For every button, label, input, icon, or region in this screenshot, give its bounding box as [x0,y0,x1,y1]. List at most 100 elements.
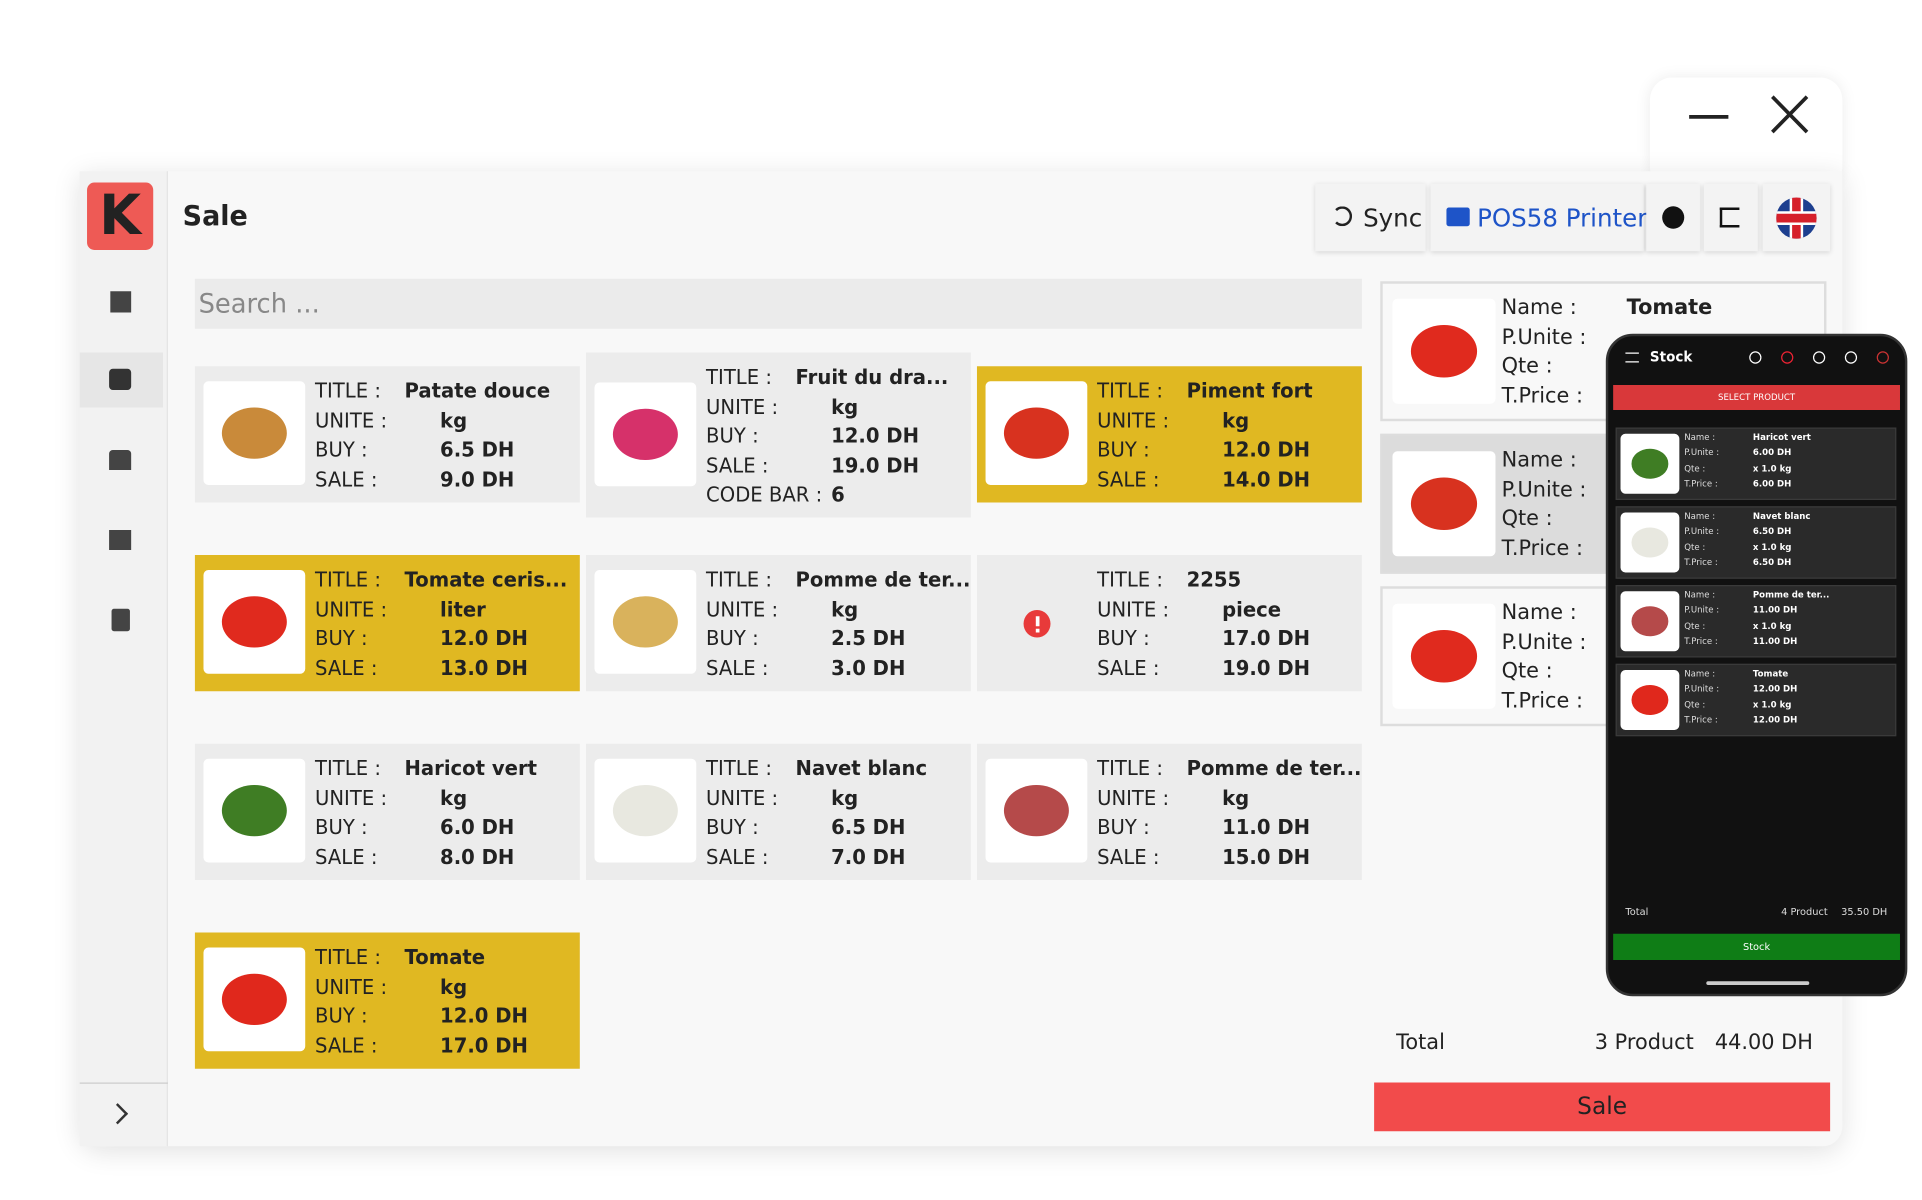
field-value: 11.0 DH [1222,815,1311,839]
product-shape [1003,784,1069,837]
divider [79,1082,168,1084]
product-card[interactable]: TITLE : Navet blanc UNITE : kg BUY : 6.5 DH SA… [585,743,971,880]
store-icon[interactable] [109,530,132,550]
phone-toolbar-icon[interactable] [1749,351,1762,364]
product-image [203,381,306,485]
field-label: UNITE : [1097,785,1170,810]
field-value: kg [440,408,468,432]
product-shape [612,784,678,837]
dashboard-icon[interactable] [110,291,132,313]
product-card[interactable]: TITLE : Tomate ceris... UNITE : liter BUY : 1… [194,555,580,692]
error-icon [1023,610,1051,638]
sync-button[interactable]: Sync [1315,183,1426,252]
field-value: 2.5 DH [831,626,906,650]
phone-toolbar-icon[interactable] [1876,351,1889,364]
theme-button[interactable] [1646,183,1701,252]
book-icon[interactable] [111,608,130,632]
search-box[interactable]: Search ... [194,278,1362,329]
field-value: kg [1222,408,1250,432]
phone-value: x 1.0 kg [1752,699,1792,710]
product-card[interactable]: TITLE : Piment fort UNITE : kg BUY : 12.0 DH S… [976,366,1362,503]
product-image [203,570,306,674]
field-label: UNITE : [315,408,388,432]
field-value: Piment fort [1186,378,1313,403]
phone-label: Name : [1684,432,1716,443]
stock-button[interactable]: Stock [1613,933,1900,960]
select-product-button[interactable]: SELECT PRODUCT [1613,385,1900,410]
product-shape [221,784,287,837]
product-card[interactable]: TITLE : Haricot vert UNITE : kg BUY : 6.0 DH S… [194,743,580,880]
phone-total-amount: 35.50 DH [1841,906,1888,918]
phone-item[interactable]: Name : Tomate P.Unite : 12.00 DH Qte : x 1.0 … [1615,663,1897,737]
phone-toolbar-icon[interactable] [1844,351,1858,364]
phone-label: Qte : [1684,620,1706,631]
field-label: UNITE : [315,596,388,621]
field-label: UNITE : [1097,408,1170,432]
phone-label: Name : [1684,590,1716,600]
phone-toolbar-icon[interactable] [1781,351,1794,364]
printer-button[interactable]: POS58 Printer [1430,183,1648,252]
product-card[interactable]: TITLE : 2255 UNITE : piece BUY : 17.0 DH SALE … [976,555,1362,692]
app-window: K Sale Sync POS58 Printer Search [79,171,1843,1147]
warehouse-icon[interactable] [109,450,132,470]
product-image [594,758,697,863]
product-image [1620,433,1680,494]
phone-total-count: 4 Product [1781,906,1828,918]
field-label: UNITE : [706,394,779,419]
field-label: TITLE : [315,378,381,403]
printer-label: POS58 Printer [1477,202,1648,233]
field-label: TITLE : [315,756,381,780]
field-label: TITLE : [1097,567,1163,592]
cart-label: Name : [1501,295,1577,320]
field-label: TITLE : [706,567,772,592]
field-label: UNITE : [706,785,779,810]
field-value: 12.0 DH [440,626,528,650]
product-image [985,758,1088,863]
phone-value: 12.00 DH [1752,714,1798,725]
phone-item[interactable]: Name : Pomme de ter... P.Unite : 11.00 DH Qt… [1615,585,1897,658]
minimize-button[interactable] [1689,115,1729,119]
phone-label: T.Price : [1684,636,1718,647]
cart-label: Name : [1501,600,1577,625]
field-label: TITLE : [706,756,772,780]
phone-value: 6.00 DH [1752,447,1792,458]
product-image [1392,298,1496,404]
field-value: kg [831,785,859,810]
phone-item[interactable]: Name : Haricot vert P.Unite : 6.00 DH Qte : x… [1615,427,1897,500]
field-value: 6 [831,482,845,507]
close-button[interactable] [1770,95,1809,135]
flag-cross [1776,213,1817,223]
phone-label: Name : [1684,668,1716,679]
field-value: 13.0 DH [440,655,528,680]
sale-button[interactable]: Sale [1374,1082,1831,1132]
expand-button[interactable] [107,1103,129,1125]
field-label: SALE : [1097,655,1160,680]
error-dot [1035,628,1039,632]
nav-active[interactable] [79,352,164,408]
phone-value: 6.00 DH [1752,478,1792,489]
cart-label: P.Unite : [1501,629,1587,655]
product-card[interactable]: TITLE : Pomme de ter... UNITE : kg BUY : 11.0… [976,743,1362,880]
cart-label: P.Unite : [1501,324,1587,350]
page-title: Sale [182,201,248,233]
field-label: CODE BAR : [706,482,823,507]
product-card[interactable]: TITLE : Patate douce UNITE : kg BUY : 6.5 DH S… [194,366,580,503]
field-label: BUY : [706,626,759,650]
product-card[interactable]: TITLE : Tomate UNITE : kg BUY : 12.0 DH SALE :… [194,932,580,1069]
field-label: BUY : [315,437,368,462]
product-card[interactable]: TITLE : Pomme de ter... UNITE : kg BUY : 2.5 … [585,555,971,692]
field-label: SALE : [315,1033,378,1057]
field-value: 12.0 DH [831,423,920,448]
logout-button[interactable] [1703,183,1758,252]
product-image [1620,591,1680,652]
phone-title: Stock [1649,348,1693,365]
product-image [985,381,1088,485]
language-button[interactable] [1762,183,1831,252]
product-image [594,570,697,674]
phone-item[interactable]: Name : Navet blanc P.Unite : 6.50 DH Qte : x … [1615,506,1897,579]
product-card[interactable]: TITLE : Fruit du dra... UNITE : kg BUY : 12.0… [585,352,971,518]
phone-value: 12.00 DH [1752,684,1798,695]
phone-toolbar-icon[interactable] [1812,351,1826,364]
field-value: 9.0 DH [440,466,515,491]
